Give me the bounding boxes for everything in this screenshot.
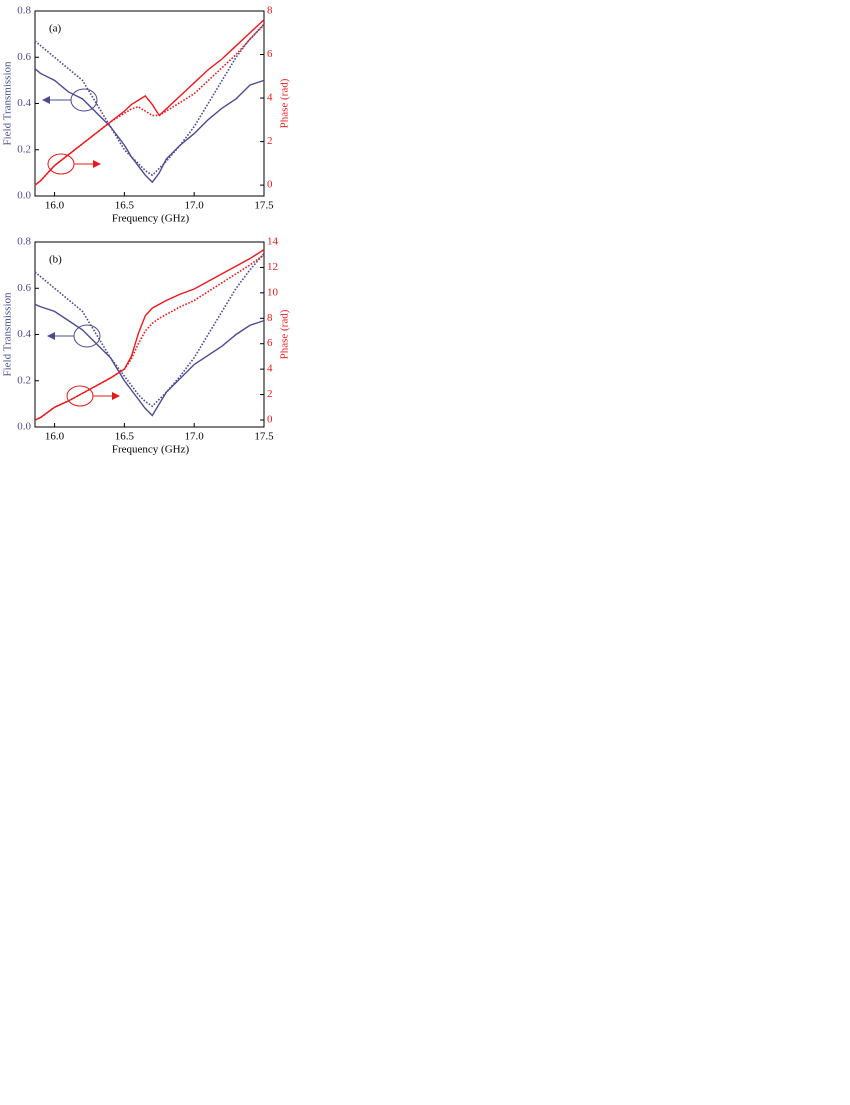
panel-label: (a) [49,23,62,35]
x-axis-label: Frequency (GHz) [112,444,190,456]
y-tick-label: 0.6 [17,282,31,294]
y2-tick-label: 10 [267,286,279,298]
y2-tick-label: 4 [267,363,273,375]
annotation-ellipse [47,153,75,175]
x-tick-label: 16.0 [45,431,65,443]
series-line [34,249,265,421]
x-tick-label: 17.5 [254,431,274,443]
panel: 16.0 16.5 17.0 17.5 0.0 0.2 0.4 0.6 0.8 0 2 4 6 8 (a) F… [2,5,291,225]
y2-axis-label: Phase (rad) [279,78,291,128]
y-tick-label: 0.0 [17,421,31,433]
y-tick-label: 0.2 [17,143,31,155]
y2-tick-label: 14 [267,236,279,248]
y-tick-label: 0.4 [17,97,31,109]
annotation-arrowhead [42,96,50,104]
x-tick-label: 16.5 [115,431,135,443]
y-tick-label: 0.4 [17,328,31,340]
y2-tick-label: 2 [267,388,273,400]
x-axis-label: Frequency (GHz) [112,213,190,225]
y2-tick-label: 8 [267,5,273,17]
y2-tick-label: 8 [267,312,273,324]
x-tick-label: 17.0 [185,431,205,443]
x-tick-label: 16.5 [115,200,135,212]
y2-tick-label: 12 [267,261,278,273]
y-tick-label: 0.0 [17,190,31,202]
y-tick-label: 0.6 [17,51,31,63]
series-line [34,68,265,184]
annotation-arrowhead [47,332,55,340]
series-line [34,253,265,408]
y2-axis-label: Phase (rad) [279,309,291,359]
y-tick-label: 0.8 [17,236,31,248]
panel: 16.0 16.5 17.0 17.5 0.0 0.2 0.4 0.6 0.8 0 2 4 6 8 10 12… [2,236,291,456]
y2-tick-label: 6 [267,48,273,60]
series-line [34,24,265,177]
y2-tick-label: 6 [267,337,273,349]
y-axis-label: Field Transmission [2,61,14,146]
panel-label: (b) [49,254,62,266]
y-tick-label: 0.2 [17,374,31,386]
y2-tick-label: 2 [267,135,273,147]
x-tick-label: 17.0 [185,200,205,212]
annotation-arrowhead [93,160,101,168]
annotation-ellipse [66,385,94,407]
y-tick-label: 0.8 [17,5,31,17]
annotation-arrowhead [112,392,120,400]
x-tick-label: 16.0 [45,200,65,212]
y2-tick-label: 4 [267,92,273,104]
annotation-ellipse [73,324,101,348]
y2-tick-label: 0 [267,179,273,191]
series-line [34,23,265,186]
series-line [34,254,265,421]
x-tick-label: 17.5 [254,200,274,212]
y-axis-label: Field Transmission [2,292,14,377]
y2-tick-label: 0 [267,414,273,426]
series-line [34,303,265,417]
